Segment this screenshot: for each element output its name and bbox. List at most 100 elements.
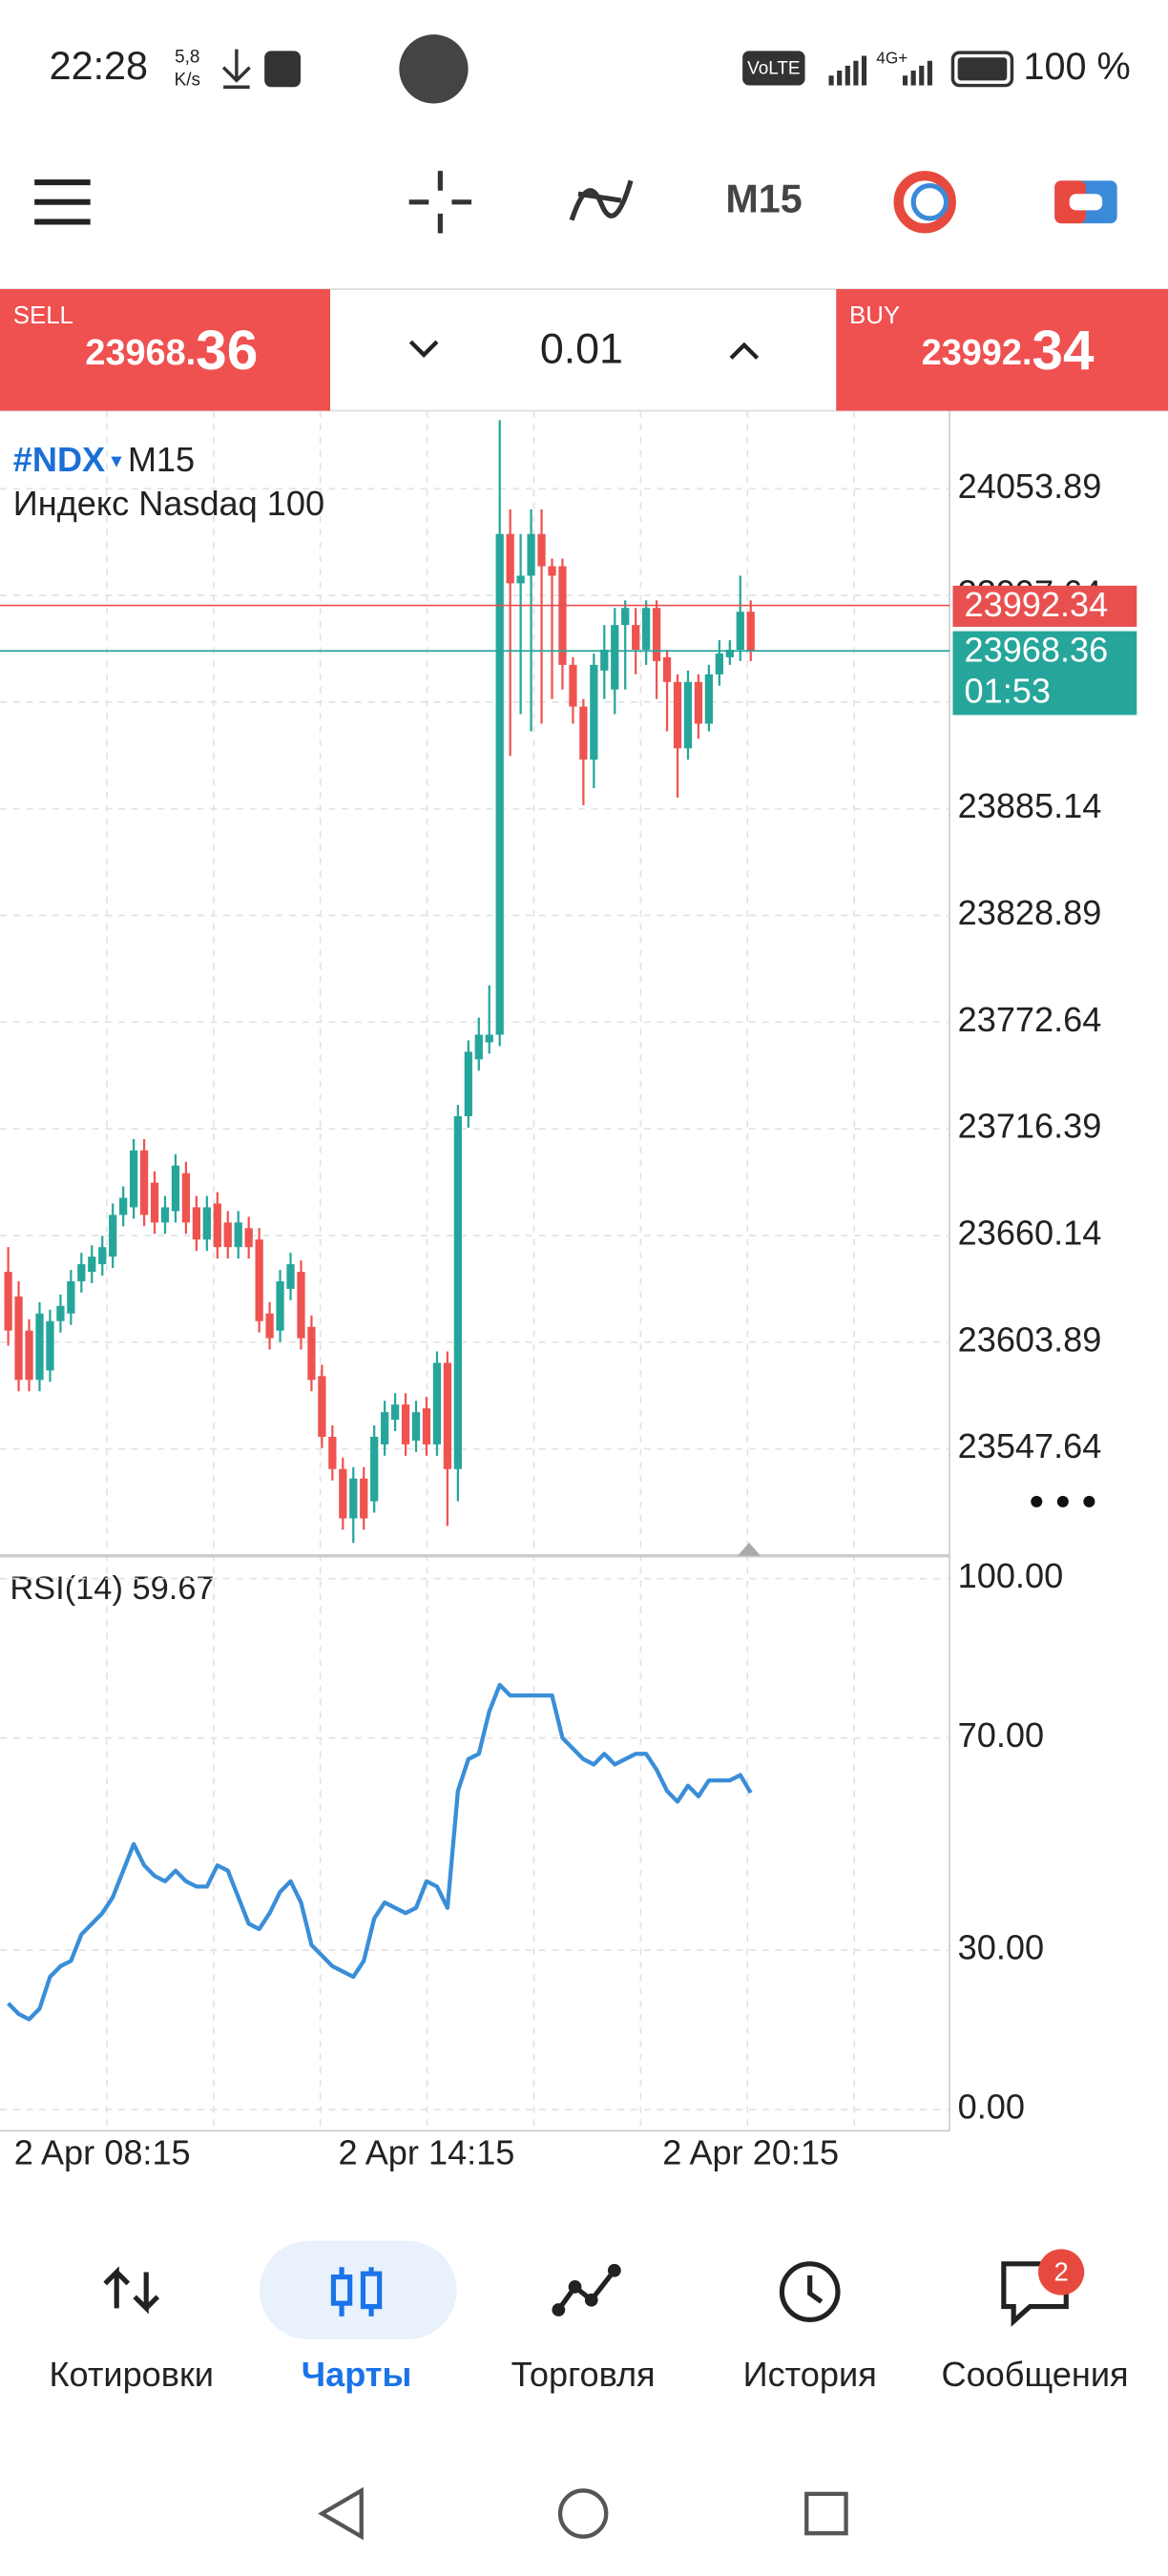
x-tick-label: 2 Apr 20:15 bbox=[662, 2133, 839, 2172]
y-tick-label: 23885.14 bbox=[958, 786, 1102, 825]
rsi-line bbox=[7, 1682, 753, 2022]
candle-body bbox=[25, 1330, 33, 1381]
candle-body bbox=[286, 1264, 295, 1289]
trade-bar: SELL 23968.36 0.01 BUY 23992.34 bbox=[0, 288, 1168, 412]
volume[interactable]: 0.01 bbox=[540, 324, 623, 372]
symbol[interactable]: #NDX bbox=[13, 439, 105, 478]
nav-charts[interactable]: Чарты bbox=[302, 2355, 412, 2394]
crosshair-button[interactable] bbox=[408, 171, 472, 234]
objects-button[interactable] bbox=[893, 171, 956, 234]
y-tick-label: 30.00 bbox=[958, 1928, 1044, 1967]
rsi-name: RSI(14) bbox=[10, 1570, 123, 1607]
more-button[interactable] bbox=[1031, 1495, 1095, 1507]
history-hands bbox=[807, 2275, 824, 2304]
app-icon bbox=[264, 51, 302, 88]
candle-body bbox=[307, 1326, 316, 1381]
nav-quotes[interactable]: Котировки bbox=[49, 2355, 213, 2394]
candle-body bbox=[46, 1320, 54, 1371]
dot bbox=[1083, 1495, 1095, 1507]
status-bar: 22:28 5,8 K/s VoLTE 4G+ 100 % bbox=[50, 34, 1131, 104]
y-tick-label: 23772.64 bbox=[958, 1000, 1102, 1039]
x-tick-label: 2 Apr 14:15 bbox=[339, 2133, 515, 2172]
nav-messages[interactable]: Сообщения bbox=[941, 2355, 1128, 2394]
volume-down[interactable] bbox=[408, 340, 439, 358]
candle-body bbox=[14, 1296, 23, 1381]
candle-body bbox=[600, 649, 609, 671]
candle-body bbox=[181, 1173, 191, 1223]
candle-body bbox=[422, 1408, 431, 1444]
trade-icon-dot bbox=[568, 2280, 582, 2294]
charts-icon-body bbox=[330, 2275, 353, 2306]
back-button[interactable] bbox=[318, 2486, 364, 2541]
y-tick-label: 100.00 bbox=[958, 1556, 1064, 1595]
charts-icon-body bbox=[360, 2271, 383, 2310]
recents-button[interactable] bbox=[804, 2491, 848, 2536]
ask-label: 23992.34 bbox=[965, 585, 1109, 624]
time-grid bbox=[106, 410, 856, 2131]
indicators-button[interactable] bbox=[569, 179, 634, 221]
timeframe: M15 bbox=[128, 439, 195, 478]
candle-body bbox=[328, 1436, 337, 1469]
candle-body bbox=[202, 1207, 211, 1240]
battery-text: 100 % bbox=[1024, 46, 1131, 88]
sell-button[interactable] bbox=[0, 289, 331, 411]
badge-count: 2 bbox=[1053, 2256, 1068, 2286]
sell-price-frac: 36 bbox=[196, 320, 258, 382]
buy-price: 23992.34 bbox=[922, 320, 1095, 382]
y-tick-label: 23828.89 bbox=[958, 893, 1102, 932]
signal-2 bbox=[902, 60, 932, 86]
candle-body bbox=[537, 533, 546, 567]
candle-body bbox=[527, 533, 535, 576]
volume-up[interactable] bbox=[729, 342, 760, 360]
candle-body bbox=[683, 681, 693, 749]
candle-body bbox=[119, 1197, 128, 1215]
candle-body bbox=[579, 706, 588, 760]
candle-body bbox=[77, 1264, 86, 1281]
candle-body bbox=[715, 653, 723, 675]
candle-body bbox=[150, 1182, 159, 1223]
candle-body bbox=[725, 649, 734, 657]
candle-body bbox=[381, 1412, 389, 1444]
nav-trade[interactable]: Торговля bbox=[511, 2355, 656, 2394]
candle-body bbox=[234, 1222, 242, 1248]
candle-body bbox=[255, 1239, 263, 1321]
chart-title: Индекс Nasdaq 100 bbox=[13, 484, 324, 523]
chart-area: #NDX ▾ M15 Индекс Nasdaq 100 RSI(14) 59.… bbox=[0, 410, 1137, 2172]
candle-body bbox=[160, 1207, 170, 1223]
candle-body bbox=[213, 1203, 221, 1248]
rsi-title: RSI(14) 59.67 bbox=[10, 1570, 214, 1607]
buy-label: BUY bbox=[849, 302, 900, 329]
timeframe-button[interactable]: M15 bbox=[725, 177, 802, 221]
menu-button[interactable] bbox=[34, 179, 91, 225]
history-icon bbox=[779, 2261, 841, 2322]
buy-price-main: 23992. bbox=[922, 333, 1032, 373]
rsi-gap bbox=[123, 1570, 133, 1607]
y-tick-label: 24053.89 bbox=[958, 467, 1102, 506]
candle-body bbox=[642, 608, 651, 650]
candle-body bbox=[192, 1207, 201, 1240]
candle-body bbox=[673, 681, 682, 749]
candle-body bbox=[464, 1051, 472, 1117]
candle-body bbox=[548, 566, 556, 576]
candle-body bbox=[432, 1362, 442, 1444]
bottom-nav: 2 Котировки Чарты Торговля История Сообщ… bbox=[49, 2240, 1129, 2394]
home-button[interactable] bbox=[557, 2488, 609, 2539]
sell-price-main: 23968. bbox=[85, 333, 196, 373]
candle-body bbox=[569, 664, 577, 707]
trade-icon-dot bbox=[584, 2293, 598, 2307]
buy-button[interactable] bbox=[836, 289, 1168, 411]
panel-resize-handle[interactable] bbox=[737, 1542, 761, 1556]
net-speed-unit: K/s bbox=[175, 70, 200, 90]
candle-body bbox=[244, 1228, 253, 1248]
candle-body bbox=[704, 674, 714, 724]
candle-body bbox=[265, 1313, 274, 1339]
nav-history[interactable]: История bbox=[743, 2355, 877, 2394]
candle-body bbox=[139, 1150, 149, 1215]
candle-body bbox=[4, 1272, 12, 1331]
candle-body bbox=[506, 533, 514, 584]
candle-body bbox=[411, 1412, 421, 1441]
y-tick-label: 23603.89 bbox=[958, 1319, 1102, 1359]
